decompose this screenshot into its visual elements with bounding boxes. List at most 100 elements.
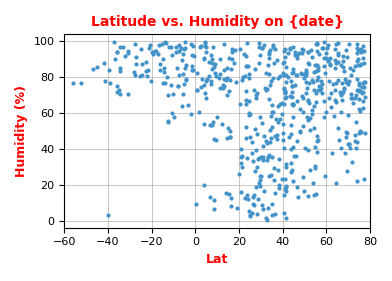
Point [316,52,323,57]
Point [303,72,310,77]
Point [232,48,238,52]
Point [307,62,313,66]
Point [331,98,338,103]
Point [169,53,175,58]
Point [333,61,339,66]
Point [247,214,253,219]
Point [202,39,208,44]
Point [169,110,175,115]
Point [276,102,283,106]
Point [200,122,207,127]
Point [307,81,313,85]
Point [356,96,362,101]
Point [359,106,366,110]
Point [354,88,361,92]
Point [289,83,295,88]
Point [338,145,344,150]
Point [297,129,303,133]
Point [212,73,219,78]
Point [263,216,270,221]
Point [271,166,277,170]
Point [327,63,333,67]
Point [145,46,152,50]
Point [362,130,368,135]
Point [122,54,128,58]
Point [358,46,364,51]
Point [154,52,161,56]
Point [156,43,162,48]
Point [279,121,286,126]
Point [257,53,263,57]
Point [270,42,276,47]
Point [314,63,320,67]
Point [250,202,256,206]
Point [257,177,263,182]
Point [266,174,272,178]
Point [340,65,346,69]
Point [290,67,296,71]
Point [361,49,367,53]
Point [275,104,281,109]
Point [149,50,156,54]
Point [289,102,296,107]
Point [314,87,321,92]
Point [322,173,328,178]
Point [312,166,319,170]
Point [201,56,207,61]
Point [300,110,307,115]
Point [265,97,272,101]
Point [266,56,272,61]
Point [180,91,186,96]
Point [288,160,294,165]
Point [70,80,76,85]
Point [202,91,209,95]
Point [283,95,289,99]
Point [330,81,336,86]
Point [282,91,289,96]
Point [209,56,215,61]
Point [117,92,123,96]
Point [180,71,186,76]
Point [312,42,319,46]
Point [281,146,287,151]
Point [272,47,278,51]
Point [335,53,341,57]
Point [285,51,291,56]
Point [313,192,319,196]
Point [285,135,292,139]
Point [357,108,363,113]
Point [152,49,158,53]
Point [350,67,356,72]
Point [310,88,317,92]
Point [351,64,358,69]
Point [220,83,226,87]
Point [338,110,345,115]
Point [116,68,123,73]
Point [264,87,270,92]
Point [343,80,349,85]
Point [333,41,339,46]
Point [361,85,367,90]
Point [282,162,289,166]
Point [267,128,274,132]
Point [287,47,293,52]
Point [281,187,288,191]
Point [304,86,310,90]
Point [352,96,359,100]
Point [310,181,316,185]
Point [281,211,287,215]
Point [347,142,353,146]
Point [231,60,238,65]
Point [293,154,299,159]
Point [163,41,169,46]
Point [217,56,223,61]
Point [280,71,286,75]
Point [343,130,349,134]
Point [218,122,225,127]
Point [166,44,172,49]
Point [254,131,260,136]
Point [237,47,243,51]
Point [295,195,301,199]
Point [317,88,323,92]
Point [320,40,327,44]
